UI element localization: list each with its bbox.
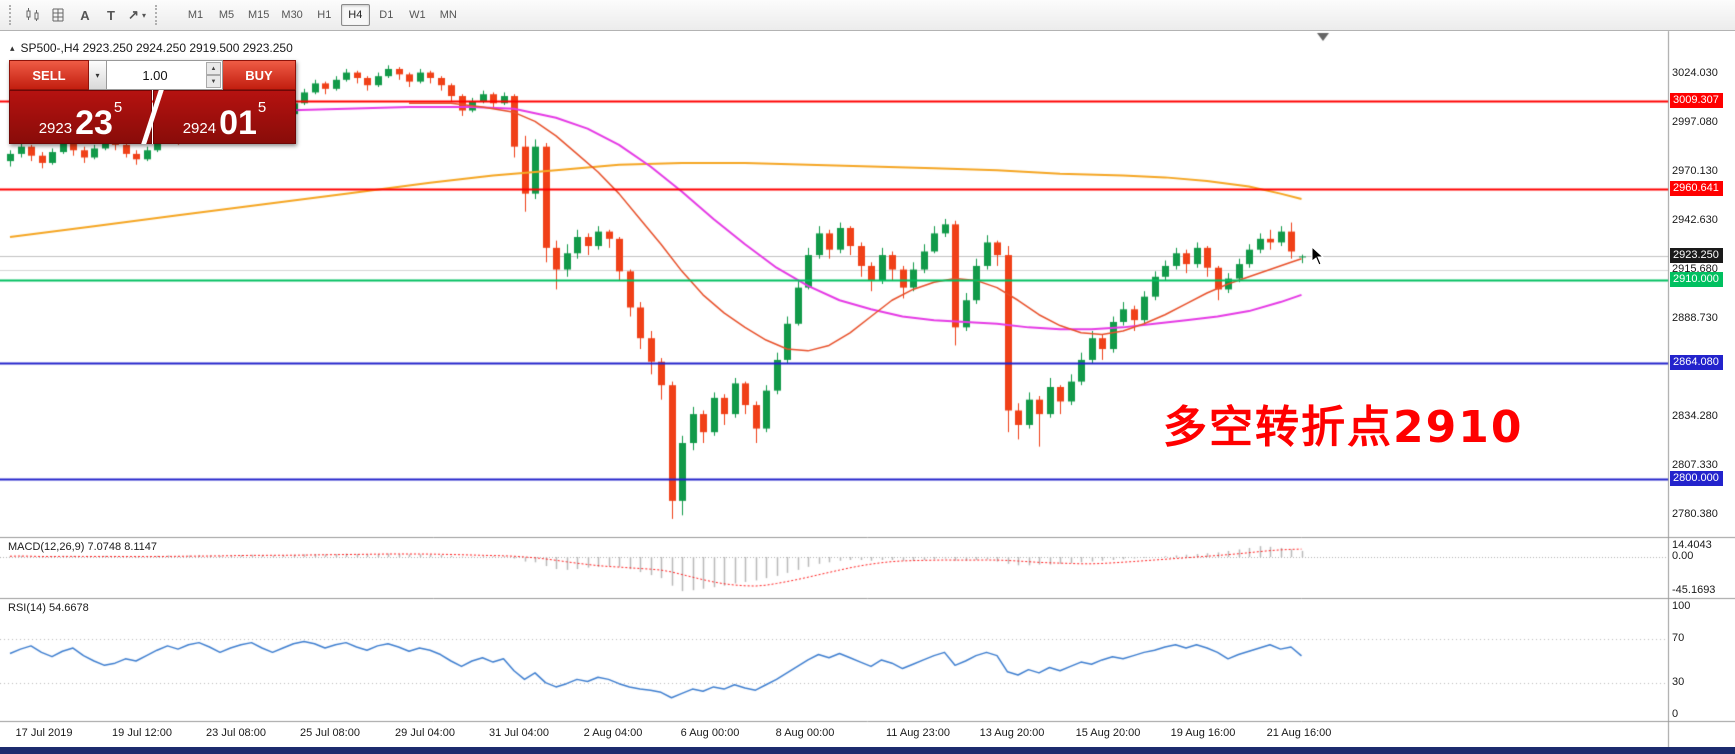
time-axis-label: 13 Aug 20:00 xyxy=(979,727,1045,739)
rsi-name: RSI(14) xyxy=(8,602,46,614)
ask-pips: 01 xyxy=(219,104,257,143)
ask-frac: 5 xyxy=(257,99,267,116)
price-axis-badge: 2960.641 xyxy=(1670,180,1723,196)
volume-increment-button[interactable]: ▲ xyxy=(206,62,221,75)
price-axis-badge: 3009.307 xyxy=(1670,92,1723,108)
one-click-trading-panel: SELL ▾ ▲ ▼ BUY 2923 23 5 2924 01 5 xyxy=(9,60,296,144)
bid-whole: 2923 xyxy=(38,120,73,137)
macd-axis-label: -45.1693 xyxy=(1672,584,1716,597)
toolbar: A T ↗ ▾ M1 M5 M15 M30 H1 H4 D1 W1 MN xyxy=(0,0,1735,31)
macd-main-value: 7.0748 xyxy=(87,541,122,553)
rsi-axis-label: 100 xyxy=(1672,600,1691,612)
price-axis-label: 2915.680 xyxy=(1672,263,1718,276)
chart-annotation-text: 多空转折点2910 xyxy=(1163,402,1524,453)
price-axis-label: 3024.030 xyxy=(1672,67,1718,80)
time-axis-label: 17 Jul 2019 xyxy=(15,727,73,739)
price-axis-badge: 2923.250 xyxy=(1670,248,1723,264)
bid-pips: 23 xyxy=(75,104,113,143)
rsi-indicator-label: RSI(14) 54.6678 xyxy=(8,602,89,614)
sell-button[interactable]: SELL xyxy=(9,60,89,90)
toolbar-tools: A T ↗ ▾ xyxy=(20,3,150,27)
price-axis-label: 2942.630 xyxy=(1672,214,1718,227)
price-axis-badge: 2864.080 xyxy=(1670,355,1723,371)
timeframe-m1[interactable]: M1 xyxy=(181,4,210,26)
time-axis-label: 19 Jul 12:00 xyxy=(112,727,172,739)
volume-decrement-button[interactable]: ▼ xyxy=(206,75,221,88)
price-axis-badge: 2800.000 xyxy=(1670,471,1723,487)
rsi-axis-label: 30 xyxy=(1672,675,1685,688)
macd-name: MACD(12,26,9) xyxy=(8,541,85,553)
time-axis-label: 23 Jul 08:00 xyxy=(206,727,266,739)
dropdown-caret-icon: ▾ xyxy=(141,10,146,20)
rsi-axis-label: 0 xyxy=(1672,708,1679,720)
timeframe-h1[interactable]: H1 xyxy=(310,4,339,26)
time-axis-label: 2 Aug 04:00 xyxy=(583,727,643,739)
price-axis-label: 2970.130 xyxy=(1672,164,1718,177)
window-bottom-strip xyxy=(0,747,1735,754)
time-axis-label: 11 Aug 23:00 xyxy=(885,727,951,739)
timeframe-mn[interactable]: MN xyxy=(434,4,463,26)
toolbar-grip[interactable] xyxy=(155,5,161,25)
rsi-value: 54.6678 xyxy=(48,602,89,614)
collapse-icon[interactable]: ▴ xyxy=(10,42,15,53)
text-label-icon[interactable]: T xyxy=(98,3,124,27)
buy-button[interactable]: BUY xyxy=(223,60,296,90)
volume-dropdown-icon[interactable]: ▾ xyxy=(89,60,107,90)
time-axis-label: 21 Aug 16:00 xyxy=(1266,727,1332,739)
volume-field: ▲ ▼ xyxy=(107,60,223,90)
price-axis-label: 2888.730 xyxy=(1672,311,1718,324)
chart-title-text: SP500-,H4 2923.250 2924.250 2919.500 292… xyxy=(20,41,293,55)
time-axis-label: 6 Aug 00:00 xyxy=(680,727,740,739)
text-annotation-icon[interactable]: A xyxy=(72,3,98,27)
text-annotation-icon: A xyxy=(80,7,90,23)
price-axis-badge: 2910.000 xyxy=(1670,272,1723,288)
macd-indicator-label: MACD(12,26,9) 7.0748 8.1147 xyxy=(8,541,157,553)
ask-whole: 2924 xyxy=(182,120,217,137)
timeframe-bar: M1 M5 M15 M30 H1 H4 D1 W1 MN xyxy=(180,4,464,26)
rsi-axis-label: 70 xyxy=(1672,632,1685,645)
bid-price[interactable]: 2923 23 5 xyxy=(9,90,152,144)
time-axis-label: 15 Aug 20:00 xyxy=(1075,727,1141,739)
volume-input[interactable] xyxy=(107,66,203,84)
time-axis-label: 31 Jul 04:00 xyxy=(489,727,549,739)
price-axis-label: 2807.330 xyxy=(1672,458,1718,471)
price-axis-label: 2780.380 xyxy=(1672,507,1718,520)
timeframe-m5[interactable]: M5 xyxy=(212,4,241,26)
timeframe-w1[interactable]: W1 xyxy=(403,4,432,26)
time-axis-label: 29 Jul 04:00 xyxy=(395,727,455,739)
toolbar-grip[interactable] xyxy=(9,5,15,25)
macd-axis-label: 14.4043 xyxy=(1672,539,1712,552)
time-axis-label: 8 Aug 00:00 xyxy=(775,727,835,739)
line-studies-icon: ↗ xyxy=(128,7,139,22)
timeframe-d1[interactable]: D1 xyxy=(372,4,401,26)
timeframe-m15[interactable]: M15 xyxy=(243,4,274,26)
chart-title: ▴ SP500-,H4 2923.250 2924.250 2919.500 2… xyxy=(10,41,293,55)
macd-signal-value: 8.1147 xyxy=(124,541,158,553)
price-axis-label: 2997.080 xyxy=(1672,116,1718,129)
timeframe-h4[interactable]: H4 xyxy=(340,4,370,26)
time-axis-label: 19 Aug 16:00 xyxy=(1170,727,1236,739)
mouse-cursor-icon xyxy=(1311,245,1325,271)
candlestick-chart-icon[interactable] xyxy=(20,3,46,27)
timeframe-m30[interactable]: M30 xyxy=(276,4,307,26)
indicators-grid-icon[interactable] xyxy=(46,3,72,27)
bid-frac: 5 xyxy=(113,99,123,116)
line-studies-icon[interactable]: ↗ ▾ xyxy=(124,3,150,27)
macd-axis-label: 0.00 xyxy=(1672,550,1694,562)
ask-price[interactable]: 2924 01 5 xyxy=(153,90,296,144)
price-axis-label: 2834.280 xyxy=(1672,410,1718,423)
time-axis-label: 25 Jul 08:00 xyxy=(300,727,360,739)
text-label-icon: T xyxy=(107,7,115,23)
